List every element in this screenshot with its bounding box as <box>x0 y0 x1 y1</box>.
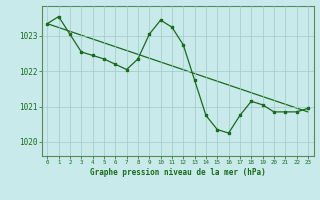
X-axis label: Graphe pression niveau de la mer (hPa): Graphe pression niveau de la mer (hPa) <box>90 168 266 177</box>
